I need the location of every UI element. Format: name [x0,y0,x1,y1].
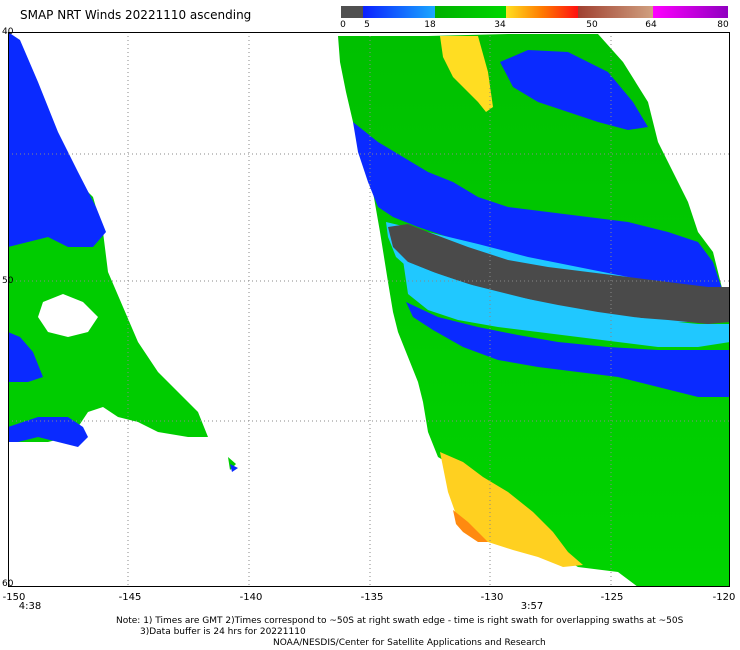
right-swath-blue-upper [353,122,723,294]
x-tick-label: -130 [480,592,504,603]
colorbar-label: 34 [494,20,506,30]
x-tick-label: -135 [360,592,384,603]
left-swath-blue [8,32,106,247]
left-swath [8,32,238,472]
right-swath-yellow-bottom [440,452,583,567]
colorbar-segment-64-80 [653,6,728,18]
colorbar-label: 64 [645,20,657,30]
colorbar-labels: 0 5 18 34 50 64 80 [340,20,729,32]
colorbar-label: 0 [340,20,346,30]
right-swath-blue-top [500,50,648,130]
colorbar-label: 80 [717,20,729,30]
right-swath-blue-lower [406,302,730,397]
left-swath-hole [38,294,98,337]
x-tick-label: -150 [2,592,26,603]
colorbar-segment-0-5 [341,6,363,18]
wind-swath-map [8,32,730,587]
note-line-1: Note: 1) Times are GMT 2)Times correspon… [116,616,684,626]
left-swath-blue-lower [8,332,43,382]
x-tick-label: -140 [239,592,263,603]
x-tick-label: -120 [712,592,736,603]
colorbar-segment-5-18 [363,6,435,18]
note-line-3: NOAA/NESDIS/Center for Satellite Applica… [273,638,546,648]
right-swath [338,34,730,587]
left-swath-speck-blue [230,464,238,472]
wind-speed-colorbar [341,6,728,18]
note-line-2: 3)Data buffer is 24 hrs for 20221110 [140,627,306,637]
right-swath-lightblue-lower [403,260,730,347]
left-swath-blue-bottom [8,417,88,447]
x-tick-label: -145 [118,592,142,603]
y-tick-label: 50 [2,276,14,286]
map-title: SMAP NRT Winds 20221110 ascending [20,8,252,22]
colorbar-label: 18 [424,20,436,30]
right-swath-gray [388,224,730,324]
colorbar-segment-18-34 [435,6,506,18]
time-label-right: 3:57 [520,601,544,612]
colorbar-label: 5 [364,20,370,30]
right-swath-orange [453,510,488,542]
colorbar-segment-50-64 [578,6,653,18]
x-tick-label: -125 [600,592,624,603]
colorbar-label: 50 [586,20,598,30]
left-swath-speck [228,457,236,470]
graticule [8,32,730,587]
y-tick-label: 60 [2,579,14,589]
colorbar-segment-34-50 [506,6,578,18]
time-label-left: 4:38 [18,601,42,612]
y-tick-label: 40 [2,27,14,37]
right-swath-yellow-top [440,36,493,112]
map-frame [8,32,730,587]
